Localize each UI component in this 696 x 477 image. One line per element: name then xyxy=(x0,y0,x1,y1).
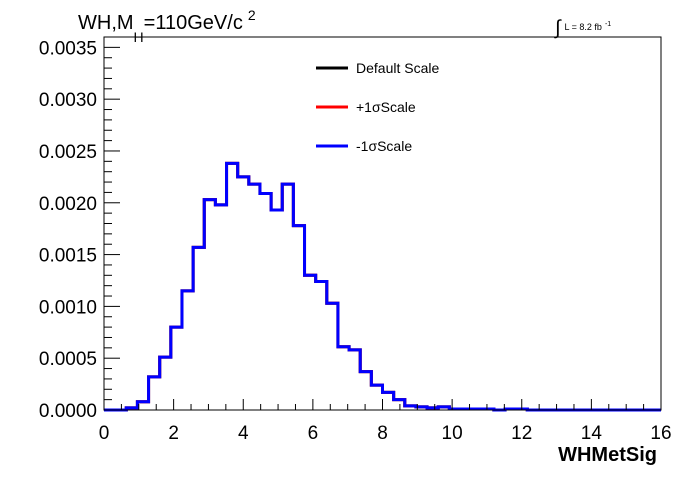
x-tick-label: 0 xyxy=(99,423,110,444)
luminosity-superscript: -1 xyxy=(605,21,611,28)
title-superscript: 2 xyxy=(248,7,256,23)
x-axis: 0 2 4 6 8 10 12 14 16 xyxy=(99,399,672,444)
x-tick-label: 10 xyxy=(442,423,463,444)
x-tick-label: 4 xyxy=(238,423,249,444)
series-layer xyxy=(104,161,661,412)
y-tick-label: 0.0030 xyxy=(39,90,97,111)
y-axis: 0.0000 0.0005 0.0010 0.0015 0.0020 0.0025 0.00… xyxy=(39,36,120,422)
legend: Default Scale +1σScale -1σScale xyxy=(316,60,439,154)
x-tick-label: 12 xyxy=(511,423,532,444)
y-tick-label: 0.0010 xyxy=(39,297,97,318)
chart-title: WH,MH=110GeV/c 2 xyxy=(78,7,256,45)
title-middle: =110GeV/c xyxy=(144,12,243,34)
y-tick-label: 0.0020 xyxy=(39,194,97,215)
x-tick-label: 16 xyxy=(650,423,671,444)
y-tick-label: 0.0015 xyxy=(39,246,97,267)
y-tick-label: 0.0005 xyxy=(39,349,97,370)
x-tick-label: 2 xyxy=(168,423,179,444)
title-prefix: WH,M xyxy=(78,12,134,34)
y-tick-label: 0.0000 xyxy=(39,401,97,422)
histogram-series-line xyxy=(104,161,661,412)
legend-label: +1σScale xyxy=(356,99,416,115)
x-tick-label: 14 xyxy=(581,423,603,444)
legend-label: -1σScale xyxy=(356,138,412,154)
x-tick-label: 6 xyxy=(308,423,319,444)
x-axis-label: WHMetSig xyxy=(558,444,657,466)
luminosity-label: ∫ L = 8.2 fb -1 xyxy=(554,17,611,39)
integral-symbol: ∫ xyxy=(554,17,562,39)
y-tick-label: 0.0035 xyxy=(39,38,97,59)
y-tick-label: 0.0025 xyxy=(39,142,97,163)
legend-label: Default Scale xyxy=(356,60,439,76)
x-tick-label: 8 xyxy=(377,423,388,444)
luminosity-text: L = 8.2 fb xyxy=(564,22,601,32)
